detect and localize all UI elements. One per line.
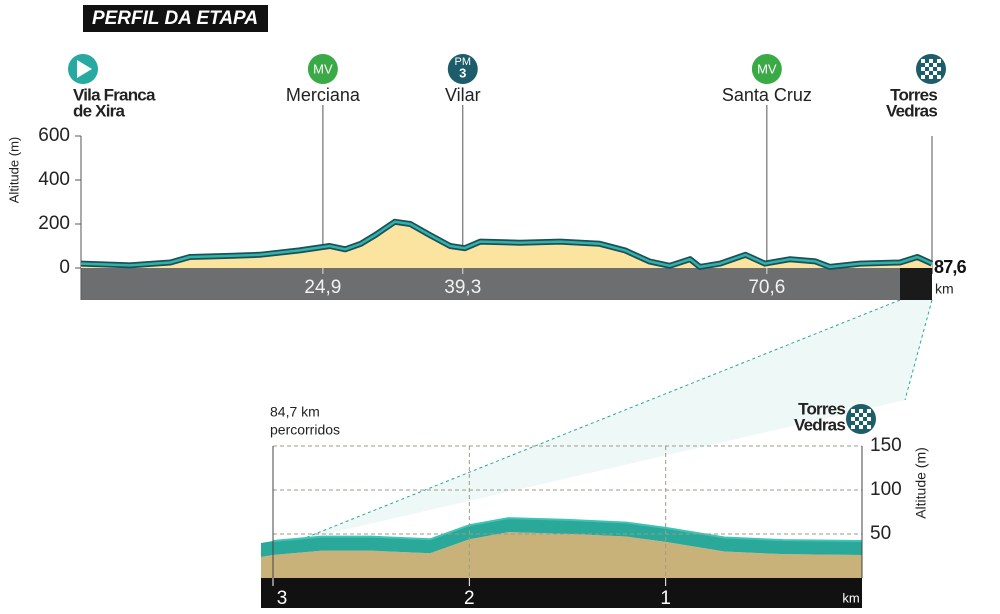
x-tick-label: 87,6 [934, 257, 967, 277]
waypoint-badge-text: MV [757, 61, 777, 76]
finish-check [867, 409, 871, 413]
zoom-road-edge [272, 517, 863, 543]
zoom-ground [261, 532, 862, 578]
waypoint-label: Torres [890, 85, 937, 104]
zoom-cone [300, 300, 932, 540]
profile-line [80, 220, 933, 269]
x-tick-label: 39,3 [444, 277, 481, 298]
finish-check [859, 417, 863, 421]
finish-check [933, 71, 937, 75]
waypoint-label: Santa Cruz [722, 85, 812, 105]
zoom-link [904, 299, 933, 401]
y-tick-label: 50 [870, 523, 891, 544]
finish-check [867, 425, 871, 429]
finish-label: Torres [798, 399, 845, 418]
finish-label: Vedras [794, 415, 845, 434]
waypoint-label: Merciana [286, 85, 361, 105]
finish-check [921, 67, 925, 71]
finish-check [937, 75, 941, 79]
y-axis-label: Altitude (m) [6, 137, 21, 203]
finish-check [851, 425, 855, 429]
x-tick-label: 70,6 [748, 277, 785, 298]
finish-check [851, 417, 855, 421]
waypoint-badge [307, 54, 338, 84]
waypoint-label: de Xira [73, 101, 125, 120]
finish-check [855, 413, 859, 417]
finish-check [937, 59, 941, 63]
distance-strip [261, 578, 862, 608]
start-note: percorridos [270, 422, 340, 438]
y-tick-label: 100 [870, 479, 902, 500]
title: PERFIL DA ETAPA [92, 8, 258, 29]
zoom-road [261, 518, 862, 558]
x-unit: km [842, 590, 859, 605]
finish-check [851, 409, 855, 413]
y-tick-label: 0 [59, 257, 70, 278]
finish-check [933, 63, 937, 67]
y-tick-label: 400 [38, 169, 70, 190]
start-note: 84,7 km [270, 404, 320, 420]
start-icon [77, 60, 92, 78]
finish-check [929, 75, 933, 79]
waypoint-label: Vedras [886, 101, 937, 120]
finish-check [863, 421, 867, 425]
finish-check [867, 417, 871, 421]
finish-check [929, 59, 933, 63]
y-tick-label: 600 [38, 125, 70, 146]
waypoint-badge-text: MV [313, 61, 333, 76]
waypoint-badge-text: 3 [459, 65, 466, 80]
x-tick-label: 24,9 [304, 277, 341, 298]
waypoint-label: Vilar [445, 85, 481, 105]
finish-check [925, 63, 929, 67]
y-axis-label: Altitude (m) [913, 447, 929, 519]
finish-check [863, 413, 867, 417]
y-tick-label: 150 [870, 435, 902, 456]
waypoint-badge [751, 54, 782, 84]
finish-check [859, 425, 863, 429]
x-tick-label: 1 [660, 588, 671, 609]
final-km-box [900, 268, 932, 300]
x-unit: km [935, 281, 954, 297]
finish-check [921, 59, 925, 63]
finish-check [855, 421, 859, 425]
x-tick-label: 2 [464, 588, 475, 609]
finish-check [859, 409, 863, 413]
title-box [83, 5, 268, 32]
x-tick-label: 3 [277, 588, 288, 609]
y-tick-label: 200 [38, 213, 70, 234]
waypoint-badge [447, 54, 478, 84]
finish-check [929, 67, 933, 71]
waypoint-label: Vila Franca [73, 85, 156, 104]
finish-check [937, 67, 941, 71]
waypoint-badge-text: PM [455, 56, 472, 68]
finish-check [925, 71, 929, 75]
finish-check [921, 75, 925, 79]
distance-strip [81, 268, 932, 300]
